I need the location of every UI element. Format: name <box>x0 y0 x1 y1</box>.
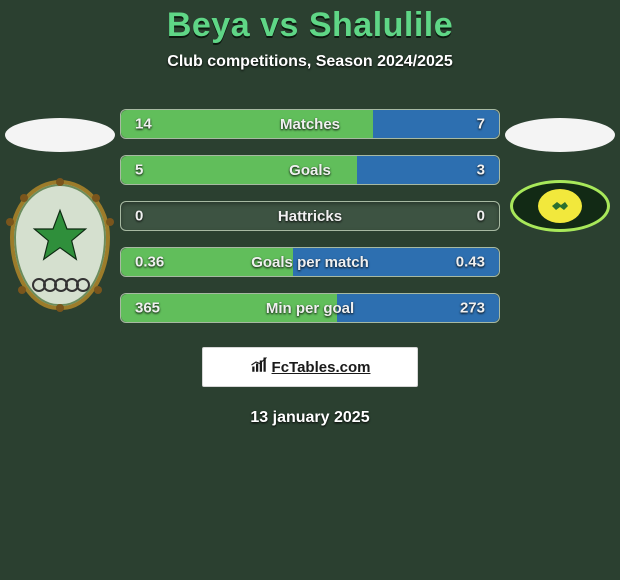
stat-label: Matches <box>280 116 340 133</box>
stat-left-value: 5 <box>135 162 143 179</box>
stat-right-value: 3 <box>477 162 485 179</box>
club-crest-left <box>10 180 110 310</box>
stat-left-value: 365 <box>135 300 160 317</box>
club-crest-right <box>510 180 610 232</box>
stat-right-value: 0.43 <box>456 254 485 271</box>
stat-label: Goals <box>289 162 331 179</box>
brand-link[interactable]: FcTables.com <box>202 347 418 387</box>
stats-table: 14 Matches 7 5 Goals 3 0 Hattricks 0 0.3… <box>120 109 500 323</box>
stat-label: Hattricks <box>278 208 342 225</box>
stat-left-value: 14 <box>135 116 152 133</box>
left-column <box>0 118 120 310</box>
player-left-oval <box>5 118 115 152</box>
stat-right-value: 0 <box>477 208 485 225</box>
bar-chart-icon <box>250 356 268 378</box>
page: Beya vs Shalulile Club competitions, Sea… <box>0 0 620 580</box>
stat-right-value: 273 <box>460 300 485 317</box>
stat-left-value: 0.36 <box>135 254 164 271</box>
page-title: Beya vs Shalulile <box>0 6 620 45</box>
handshake-icon <box>548 194 572 218</box>
stat-left-value: 0 <box>135 208 143 225</box>
olympic-rings-icon <box>32 278 90 292</box>
stat-label: Min per goal <box>266 300 354 317</box>
stat-right-value: 7 <box>477 116 485 133</box>
stat-row-goals-per-match: 0.36 Goals per match 0.43 <box>120 247 500 277</box>
brand-text: FcTables.com <box>272 359 371 376</box>
stat-row-min-per-goal: 365 Min per goal 273 <box>120 293 500 323</box>
star-icon <box>32 208 88 264</box>
player-right-oval <box>505 118 615 152</box>
right-column <box>500 118 620 232</box>
stat-label: Goals per match <box>251 254 369 271</box>
stat-row-hattricks: 0 Hattricks 0 <box>120 201 500 231</box>
date-text: 13 january 2025 <box>0 409 620 427</box>
crest-inner <box>538 189 582 223</box>
stat-row-matches: 14 Matches 7 <box>120 109 500 139</box>
subtitle: Club competitions, Season 2024/2025 <box>0 53 620 71</box>
stat-row-goals: 5 Goals 3 <box>120 155 500 185</box>
